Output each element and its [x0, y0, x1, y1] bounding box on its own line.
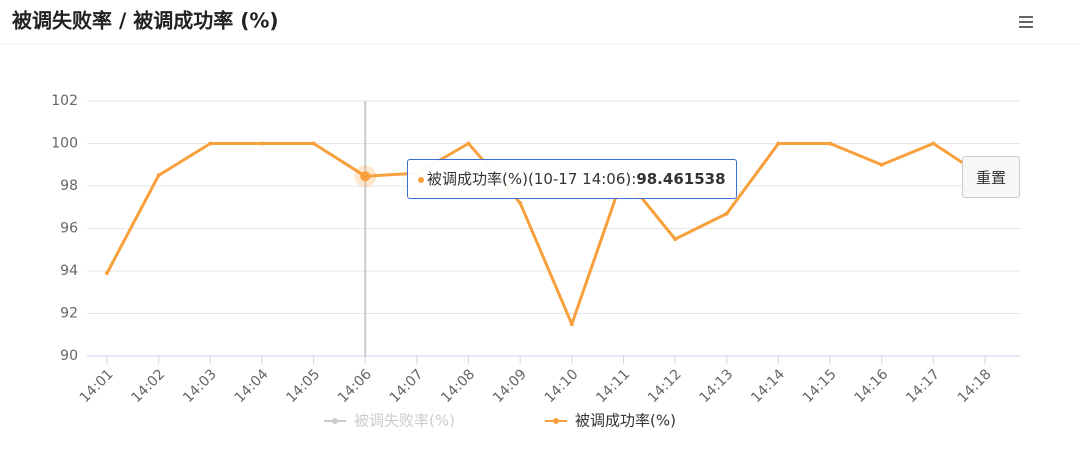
tooltip-value: 98.461538	[636, 170, 726, 188]
x-tick-label: 14:13	[697, 366, 737, 406]
x-tick-label: 14:07	[387, 366, 427, 406]
legend-label: 被调成功率(%)	[575, 412, 676, 430]
y-tick-label: 94	[60, 263, 78, 279]
chart-title: 被调失败率 / 被调成功率 (%)	[12, 9, 279, 33]
point	[466, 141, 471, 146]
x-tick-label: 14:03	[180, 366, 220, 406]
x-tick-label: 14:17	[903, 366, 943, 406]
x-tick-label: 14:18	[955, 366, 995, 406]
point	[156, 173, 161, 178]
x-tick-label: 14:11	[593, 366, 633, 406]
menu-icon[interactable]	[1019, 16, 1033, 28]
point	[879, 162, 884, 167]
point	[673, 237, 678, 242]
point	[569, 322, 574, 327]
x-tick-label: 14:15	[800, 366, 840, 406]
point	[311, 141, 316, 146]
y-tick-label: 98	[60, 178, 78, 194]
point	[931, 141, 936, 146]
legend-label: 被调失败率(%)	[354, 412, 455, 430]
x-tick-label: 14:16	[852, 366, 892, 406]
y-tick-label: 96	[60, 221, 78, 237]
x-tick-label: 14:10	[542, 366, 582, 406]
tooltip-label: 被调成功率(%)(10-17 14:06):	[427, 170, 637, 188]
x-tick-label: 14:12	[645, 366, 685, 406]
y-tick-label: 102	[51, 93, 78, 109]
x-tick-label: 14:05	[283, 366, 323, 406]
x-tick-label: 14:06	[335, 366, 375, 406]
x-tick-label: 14:01	[77, 366, 117, 406]
point	[776, 141, 781, 146]
x-tick-label: 14:04	[232, 366, 272, 406]
legend-dot	[553, 418, 559, 424]
x-tick-label: 14:14	[748, 366, 788, 406]
point	[105, 271, 109, 276]
point	[360, 171, 371, 182]
series-line	[105, 142, 986, 326]
y-tick-label: 90	[60, 348, 78, 364]
reset-button[interactable]: 重置	[962, 156, 1020, 198]
point	[724, 211, 729, 216]
x-tick-label: 14:09	[490, 366, 530, 406]
point	[259, 141, 264, 146]
y-tick-label: 100	[51, 136, 78, 152]
y-tick-label: 92	[60, 306, 78, 322]
tooltip: 被调成功率(%)(10-17 14:06):98.461538	[407, 159, 737, 199]
x-tick-label: 14:02	[128, 366, 168, 406]
legend-dot	[332, 418, 338, 424]
point	[208, 141, 213, 146]
point	[828, 141, 833, 146]
point	[518, 201, 523, 205]
x-tick-label: 14:08	[438, 366, 478, 406]
